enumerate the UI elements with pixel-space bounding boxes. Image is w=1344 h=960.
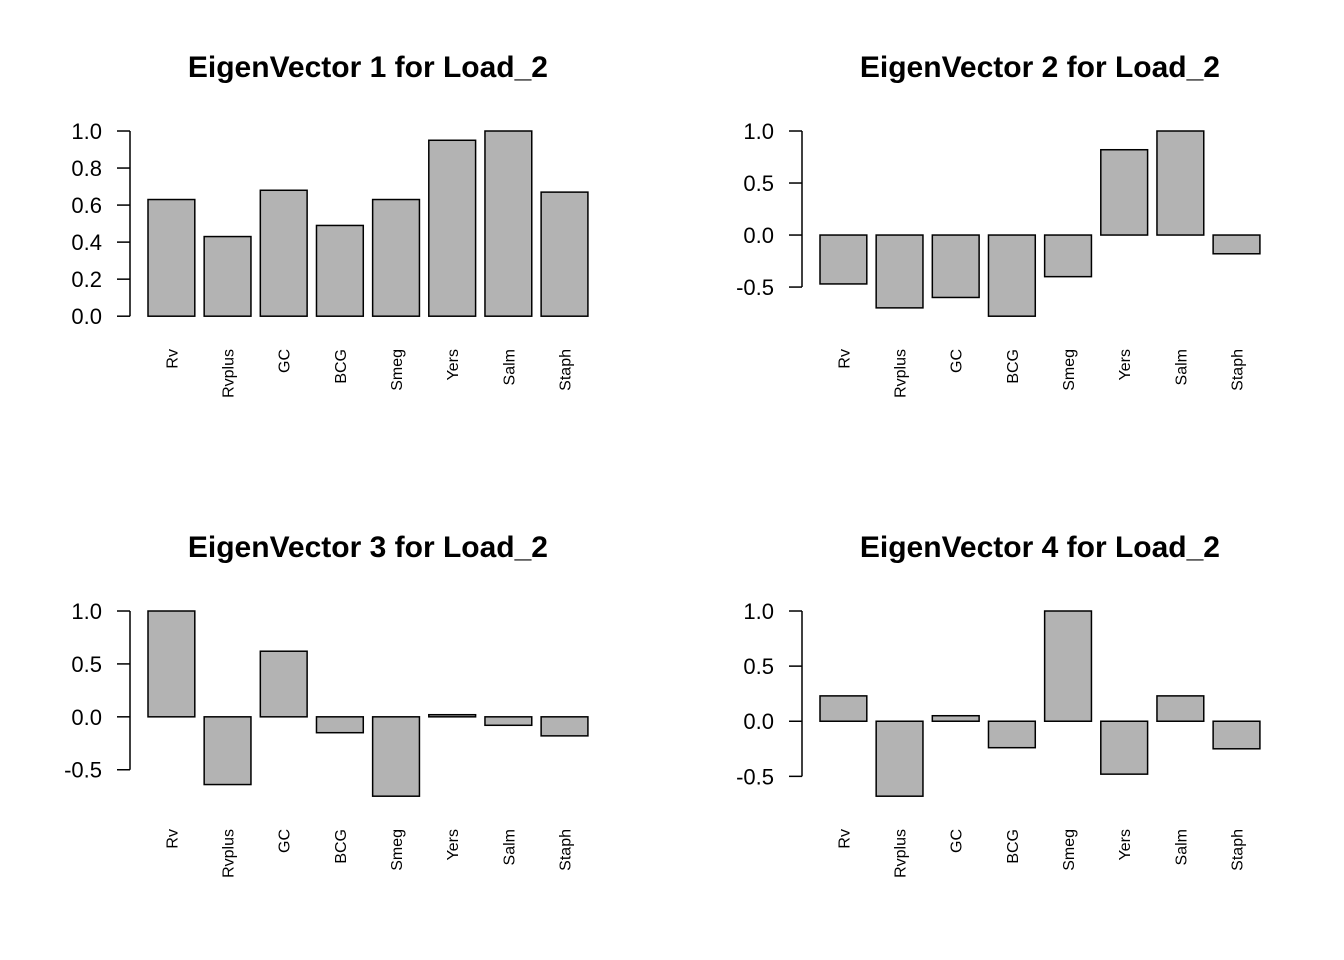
bar (1156, 130, 1205, 236)
x-tick-label: Rvplus (221, 829, 238, 878)
y-tick-label: 1.0 (71, 119, 102, 144)
x-tick-label: Salm (1173, 829, 1190, 865)
bar (987, 234, 1037, 317)
bar (484, 716, 533, 727)
bar (1100, 148, 1149, 236)
x-tick-label: Rvplus (893, 349, 910, 398)
bar (1156, 695, 1205, 722)
y-tick-label: 0.0 (71, 304, 102, 329)
y-tick-label: 0.8 (71, 156, 102, 181)
x-tick-label: Rvplus (221, 349, 238, 398)
y-tick-label: 0.0 (743, 223, 774, 248)
x-tick-label: Yers (1117, 829, 1134, 860)
bar (315, 716, 365, 734)
x-tick-label: Staph (558, 829, 575, 871)
y-tick-label: 1.0 (743, 119, 774, 144)
bar (931, 234, 980, 299)
x-tick-label: Yers (445, 829, 462, 860)
bar (819, 234, 868, 285)
bar (259, 189, 308, 317)
x-tick-label: GC (277, 349, 294, 373)
bar (484, 130, 533, 317)
bar (371, 198, 421, 317)
x-tick-label: BCG (1005, 349, 1022, 384)
y-tick-label: 0.5 (71, 652, 102, 677)
bar (1100, 720, 1149, 775)
x-tick-label: Smeg (389, 349, 406, 391)
x-tick-label: Rvplus (893, 829, 910, 878)
x-tick-label: Salm (1173, 349, 1190, 385)
bar (428, 713, 477, 718)
y-tick-label: 1.0 (71, 599, 102, 624)
x-tick-label: Salm (501, 829, 518, 865)
bar (931, 714, 980, 722)
chart-title: EigenVector 2 for Load_2 (860, 51, 1220, 84)
y-tick-label: 0.4 (71, 230, 102, 255)
x-tick-label: Smeg (1061, 829, 1078, 871)
x-tick-label: Staph (1230, 829, 1247, 871)
x-tick-label: Rv (836, 829, 853, 849)
bar (875, 234, 924, 309)
x-tick-label: Staph (558, 349, 575, 391)
y-tick-label: -0.5 (64, 758, 102, 783)
chart-title: EigenVector 4 for Load_2 (860, 531, 1220, 564)
bar (540, 191, 589, 317)
x-tick-label: Staph (1230, 349, 1247, 391)
bar (987, 720, 1037, 749)
x-tick-label: Yers (445, 349, 462, 380)
x-tick-label: GC (949, 349, 966, 373)
x-tick-label: Smeg (389, 829, 406, 871)
bar (147, 610, 196, 718)
x-tick-label: Rv (164, 349, 181, 369)
bar (259, 650, 308, 718)
bar (1043, 610, 1093, 722)
x-tick-label: Yers (1117, 349, 1134, 380)
y-tick-label: -0.5 (736, 275, 774, 300)
bar (1043, 234, 1093, 278)
bar (147, 198, 196, 317)
x-tick-label: Rv (836, 349, 853, 369)
x-tick-label: GC (949, 829, 966, 853)
x-tick-label: BCG (1005, 829, 1022, 864)
bar (371, 716, 421, 797)
y-tick-label: -0.5 (736, 764, 774, 789)
bar (819, 695, 868, 722)
y-tick-label: 0.6 (71, 193, 102, 218)
y-tick-label: 0.5 (743, 654, 774, 679)
bar (1212, 234, 1261, 255)
bar (203, 235, 252, 317)
bar (203, 716, 252, 786)
y-tick-label: 0.0 (71, 705, 102, 730)
x-tick-label: BCG (333, 829, 350, 864)
bar (540, 716, 589, 737)
x-tick-label: Salm (501, 349, 518, 385)
x-tick-label: Rv (164, 829, 181, 849)
y-tick-label: 1.0 (743, 599, 774, 624)
x-tick-label: BCG (333, 349, 350, 384)
y-tick-label: 0.0 (743, 709, 774, 734)
x-tick-label: GC (277, 829, 294, 853)
chart-title: EigenVector 3 for Load_2 (188, 531, 548, 564)
bar (1212, 720, 1261, 750)
y-tick-label: 0.5 (743, 171, 774, 196)
x-tick-label: Smeg (1061, 349, 1078, 391)
bar (428, 139, 477, 317)
chart-title: EigenVector 1 for Load_2 (188, 51, 548, 84)
bar (315, 224, 365, 317)
y-tick-label: 0.2 (71, 267, 102, 292)
bar (875, 720, 924, 797)
